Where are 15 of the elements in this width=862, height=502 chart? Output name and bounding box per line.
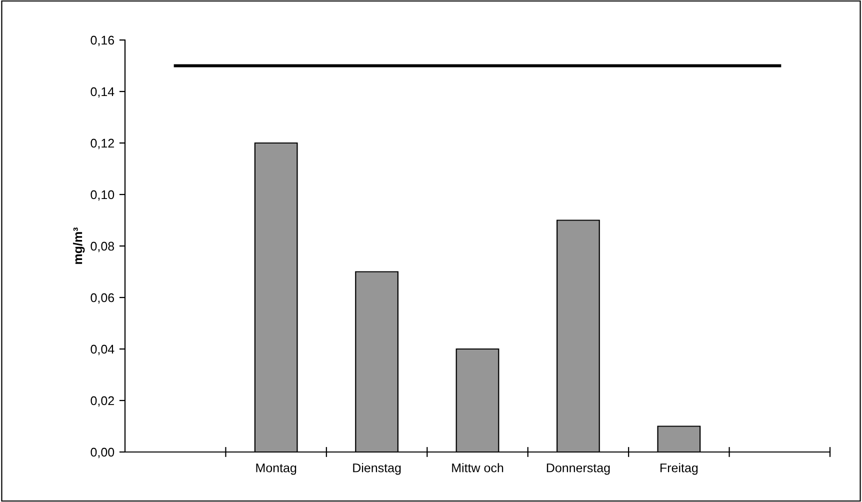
y-tick-label: 0,14 [90,87,114,98]
y-tick-label: 0,04 [90,344,114,356]
y-tick-label: 0,00 [90,448,114,458]
y-tick-label: 0,02 [90,396,114,407]
y-tick-label: 0,08 [90,242,114,252]
x-tick-label: Donnerstag [546,464,610,475]
y-axis-title: mg/m³ [72,228,85,264]
x-tick-label: Dienstag [353,463,401,475]
y-tick-label: 0,06 [90,293,114,304]
y-tick-label: 0,10 [90,190,114,201]
x-tick-label: Montag [256,464,296,475]
x-tick-label: Mittw och [452,463,504,472]
x-tick-label: Freitag [660,463,698,475]
y-tick-label: 0,16 [90,36,114,46]
y-tick-label: 0,12 [90,138,114,150]
